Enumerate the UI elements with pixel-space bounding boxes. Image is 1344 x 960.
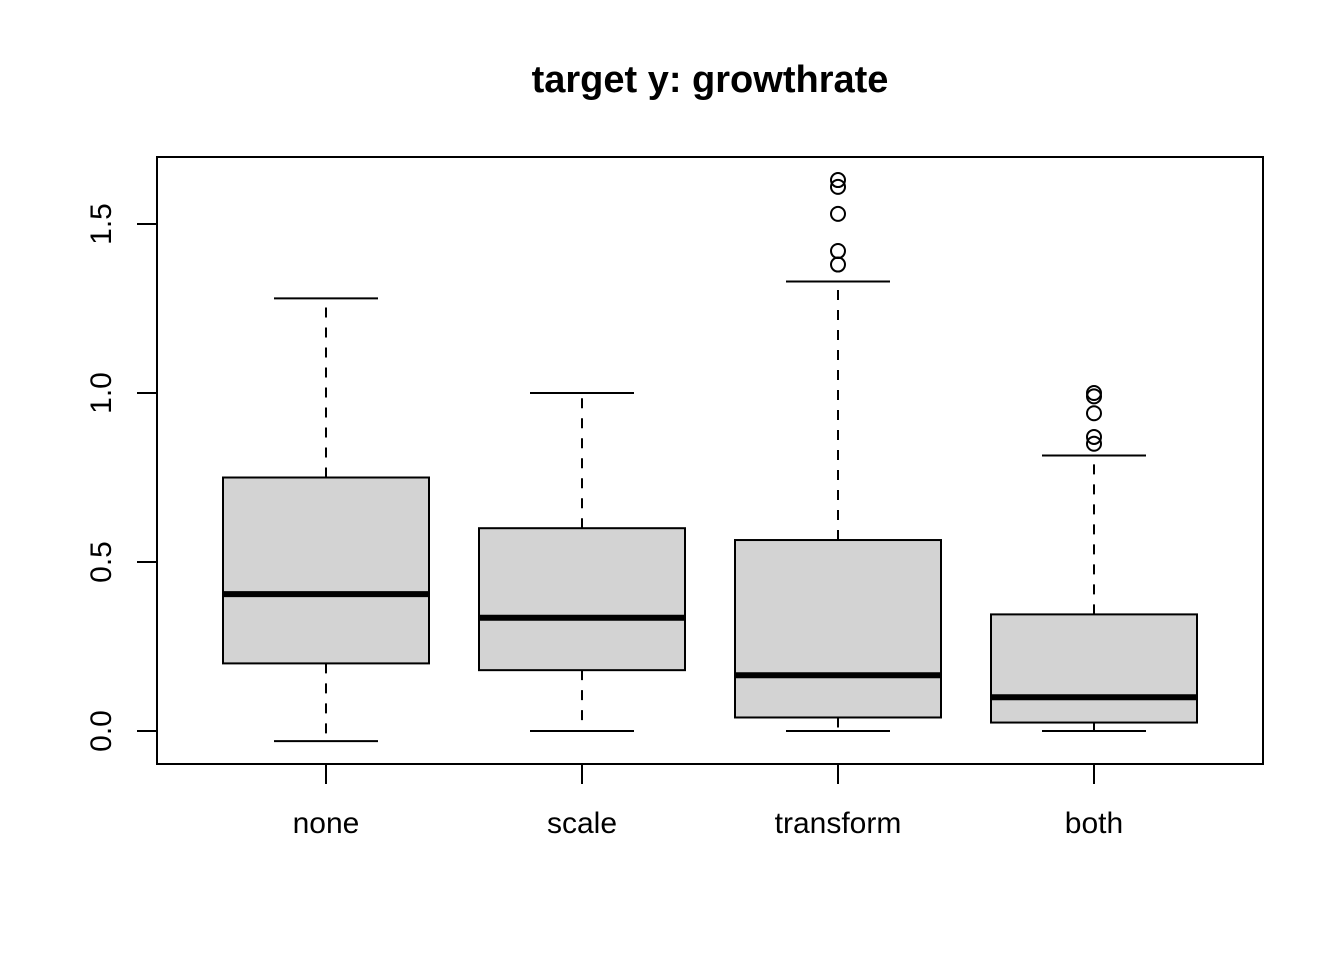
box-transform [734, 172, 942, 732]
box-series [222, 172, 1198, 743]
x-tick-label: none [293, 807, 360, 840]
plot-frame [156, 156, 1264, 765]
x-axis: none scale transform both [293, 764, 1123, 840]
iqr-box [734, 539, 942, 719]
x-tick-label: both [1065, 807, 1123, 840]
iqr-box [222, 476, 430, 665]
y-tick-label: 0.0 [85, 710, 118, 752]
outlier-point [830, 205, 846, 222]
x-tick-label: scale [547, 807, 617, 840]
outlier-point [1086, 385, 1102, 401]
box-scale [478, 392, 686, 732]
outlier-point [1086, 428, 1102, 445]
outlier-point [830, 243, 846, 260]
box-both [990, 385, 1198, 732]
y-axis: 0.0 0.5 1.0 1.5 [85, 203, 157, 752]
iqr-box [990, 613, 1198, 724]
y-tick-label: 1.0 [85, 372, 118, 414]
iqr-box [478, 527, 686, 672]
outlier-point [1086, 388, 1102, 405]
outlier-point [1086, 405, 1102, 422]
x-tick-label: transform [775, 807, 902, 840]
outlier-point [830, 178, 846, 195]
y-tick-label: 0.5 [85, 541, 118, 583]
y-tick-label: 1.5 [85, 203, 118, 245]
outlier-point [1086, 435, 1102, 452]
outlier-point [830, 172, 846, 189]
outlier-point [830, 256, 846, 273]
box-none [222, 297, 430, 743]
chart-title: target y: growthrate [532, 59, 889, 101]
